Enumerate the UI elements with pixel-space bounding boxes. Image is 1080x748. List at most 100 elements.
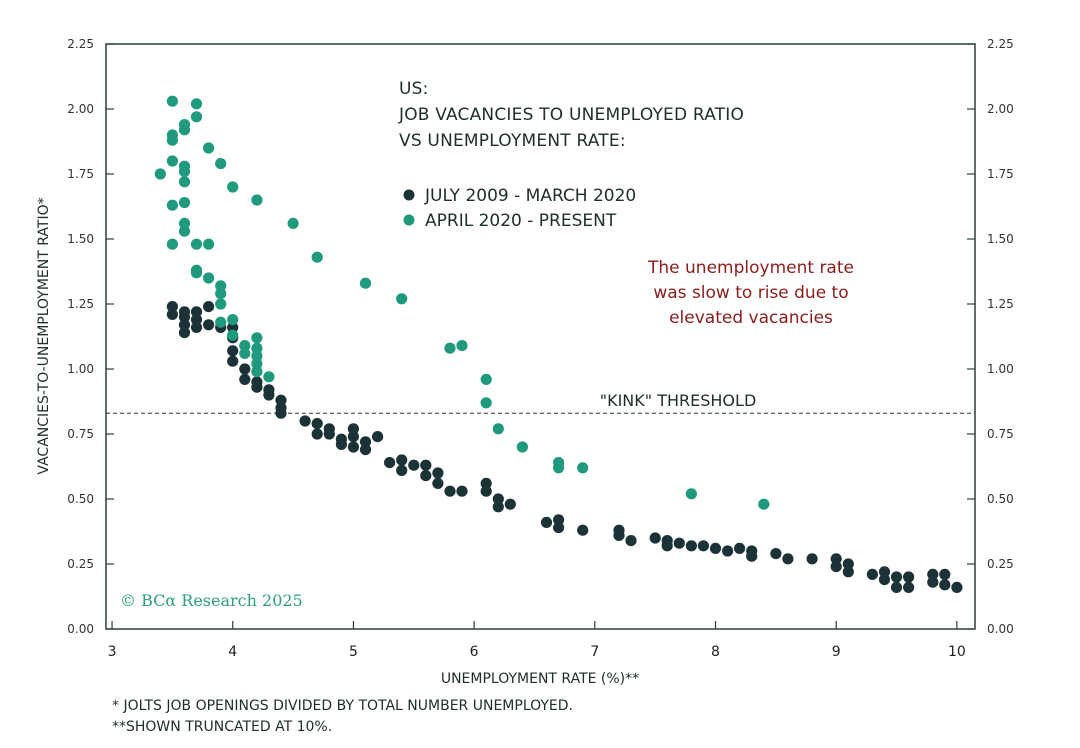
data-point <box>372 431 384 443</box>
data-point <box>685 488 698 500</box>
data-point <box>251 366 263 378</box>
data-point <box>553 462 565 474</box>
data-point <box>782 553 794 565</box>
scatter-chart: 0.00 0.25 0.50 0.75 1.00 1.25 1.50 1.75 2.00 2.25… <box>36 37 1014 687</box>
x-tick-label: 10 <box>948 644 966 660</box>
data-point <box>275 407 287 419</box>
y-tick-label-right: 1.75 <box>987 167 1014 181</box>
data-point <box>746 550 758 562</box>
data-point <box>239 340 251 352</box>
x-tick-label: 6 <box>470 644 479 660</box>
data-point <box>227 329 239 341</box>
data-point <box>239 347 251 359</box>
data-point <box>299 415 311 427</box>
data-point <box>203 301 215 313</box>
data-point <box>384 457 396 469</box>
data-point <box>396 293 408 305</box>
data-point <box>903 571 915 583</box>
data-point <box>613 529 625 542</box>
data-point <box>456 485 468 497</box>
data-point <box>890 571 903 583</box>
data-point <box>722 545 734 557</box>
data-point <box>166 238 178 250</box>
data-point <box>251 350 263 362</box>
data-point <box>251 332 263 344</box>
data-point <box>927 576 939 588</box>
y-tick-label-left: 1.50 <box>67 232 94 246</box>
data-point <box>190 238 203 250</box>
data-point <box>866 568 879 581</box>
y-tick-label-right: 2.00 <box>987 102 1014 116</box>
data-point <box>878 574 891 586</box>
data-point <box>939 579 951 591</box>
y-tick-label-left: 0.75 <box>67 427 94 441</box>
data-point <box>504 498 516 510</box>
chart-title-line-2: JOB VACANCIES TO UNEMPLOYED RATIO <box>398 105 744 125</box>
data-point <box>215 158 227 170</box>
data-point <box>311 428 323 440</box>
y-axis-label: VACANCIES-TO-UNEMPLOYMENT RATIO* <box>36 197 52 474</box>
y-tick-label-left: 1.25 <box>67 297 94 311</box>
data-point <box>215 288 227 300</box>
data-point <box>432 477 444 489</box>
data-point <box>227 314 239 326</box>
data-point <box>166 199 178 211</box>
data-point <box>444 342 456 354</box>
data-point <box>190 111 203 123</box>
data-point <box>661 540 673 552</box>
data-point <box>649 532 661 544</box>
data-point <box>432 467 444 479</box>
y-tick-label-left: 1.00 <box>67 362 94 376</box>
footnote-2: **SHOWN TRUNCATED AT 10%. <box>112 719 333 735</box>
y-tick-label-left: 0.00 <box>67 622 94 636</box>
data-point <box>203 272 215 284</box>
legend-marker-2009-2020 <box>403 189 415 201</box>
x-tick-label: 7 <box>590 644 599 660</box>
data-point <box>166 155 178 167</box>
data-point <box>335 438 347 450</box>
data-point <box>190 321 203 333</box>
data-point <box>203 319 215 331</box>
data-point <box>359 436 372 448</box>
data-point <box>347 431 359 443</box>
x-tick-label: 5 <box>349 644 358 660</box>
series-2020-present-points <box>154 95 770 510</box>
x-axis-label: UNEMPLOYMENT RATE (%)** <box>441 671 639 687</box>
y-tick-label-right: 1.25 <box>987 297 1014 311</box>
data-point <box>396 454 408 466</box>
data-point <box>577 524 589 536</box>
y-tick-label-left: 0.25 <box>67 557 94 571</box>
annotation-line-1: The unemployment rate <box>647 258 854 278</box>
data-point <box>178 217 191 229</box>
data-point <box>263 389 275 401</box>
data-point <box>480 397 492 409</box>
y-tick-label-right: 1.50 <box>987 232 1014 246</box>
data-point <box>359 277 372 289</box>
y-tick-label-right: 0.75 <box>987 427 1014 441</box>
data-point <box>492 423 504 435</box>
chart-title-line-3: VS UNEMPLOYMENT RATE: <box>399 131 626 151</box>
data-point <box>480 485 492 497</box>
data-point <box>323 428 335 440</box>
chart-title-line-1: US: <box>399 79 429 99</box>
data-point <box>770 548 782 560</box>
data-point <box>311 418 323 430</box>
data-point <box>444 485 456 497</box>
y-axis-left: 0.00 0.25 0.50 0.75 1.00 1.25 1.50 1.75 2.00 2.25 <box>67 37 114 636</box>
data-point <box>178 311 191 323</box>
data-point <box>830 553 842 565</box>
data-point <box>166 308 178 320</box>
data-point <box>553 522 565 534</box>
data-point <box>178 197 191 209</box>
data-point <box>939 568 951 581</box>
data-point <box>178 176 191 188</box>
legend-label-2020-present: APRIL 2020 - PRESENT <box>425 211 617 231</box>
data-point <box>540 516 553 529</box>
data-point <box>951 581 963 594</box>
data-point <box>166 95 178 107</box>
data-point <box>903 581 915 594</box>
data-point <box>239 363 251 375</box>
data-point <box>878 566 891 578</box>
data-point <box>227 345 239 357</box>
data-point <box>203 142 215 154</box>
